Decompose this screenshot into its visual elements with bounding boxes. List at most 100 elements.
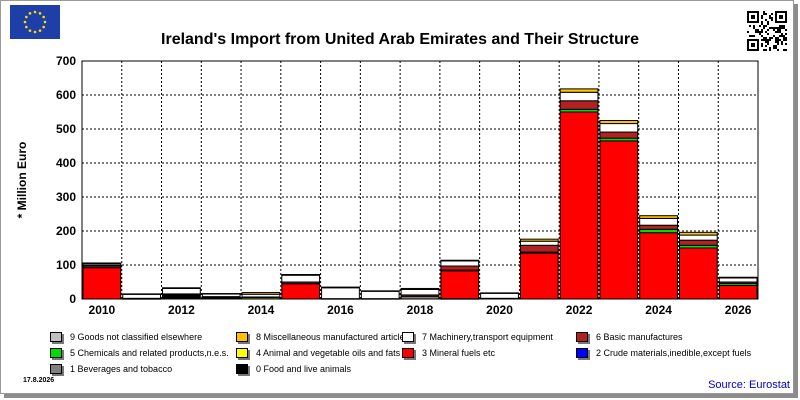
bar-segment bbox=[360, 290, 400, 292]
bar-segment bbox=[599, 140, 639, 300]
legend-label: 8 Miscellaneous manufactured articles bbox=[256, 332, 410, 342]
bar-segment bbox=[718, 284, 758, 300]
legend-item: 1 Beverages and tobacco bbox=[50, 362, 172, 376]
x-tick-label: 2018 bbox=[407, 303, 434, 317]
y-tick-label: 100 bbox=[56, 258, 76, 272]
legend-item: 2 Crude materials,inedible,except fuels bbox=[576, 346, 751, 360]
legend-item: 4 Animal and vegetable oils and fats bbox=[236, 346, 400, 360]
bar-segment bbox=[519, 244, 559, 253]
bar-segment bbox=[559, 91, 599, 102]
bar-segment bbox=[162, 287, 201, 295]
legend-label: 1 Beverages and tobacco bbox=[70, 364, 173, 374]
bar-segment bbox=[678, 239, 718, 246]
x-tick-label: 2010 bbox=[89, 303, 116, 317]
chart-plot: 0 100 200 300 400 500 600 700 2010 2012 2014 2016 20… bbox=[56, 54, 759, 317]
bar-segment bbox=[321, 287, 360, 300]
bar-segment bbox=[519, 252, 559, 300]
legend-swatch bbox=[50, 364, 62, 374]
bar-segment bbox=[201, 293, 241, 295]
legend-item: 5 Chemicals and related products,n.e.s. bbox=[50, 346, 229, 360]
x-tick-label: 2014 bbox=[248, 303, 275, 317]
bar-segment bbox=[639, 232, 678, 300]
legend-label: 9 Goods not classified elsewhere bbox=[70, 332, 203, 342]
y-tick-label: 300 bbox=[56, 190, 76, 204]
x-tick-label: 2024 bbox=[645, 303, 672, 317]
bar-segment bbox=[718, 276, 758, 279]
bar-segment bbox=[440, 270, 480, 300]
bar-segment bbox=[162, 287, 201, 289]
legend-label: 7 Machinery,transport equipment bbox=[422, 332, 553, 342]
legend-item: 0 Food and live animals bbox=[236, 362, 351, 376]
bar-segment bbox=[599, 131, 639, 139]
chart-title: Ireland's Import from United Arab Emirat… bbox=[161, 31, 639, 48]
eu-flag-icon bbox=[10, 5, 60, 39]
bar-segment bbox=[400, 288, 440, 296]
x-tick-label: 2016 bbox=[327, 303, 354, 317]
bar-segment bbox=[559, 111, 599, 300]
legend-swatch bbox=[236, 348, 248, 358]
qr-code-icon bbox=[747, 11, 787, 51]
legend-item: 6 Basic manufactures bbox=[576, 330, 683, 344]
bar-segment bbox=[639, 215, 678, 219]
bar-segment bbox=[440, 260, 480, 267]
x-tick-label: 2012 bbox=[168, 303, 195, 317]
bar-segment bbox=[639, 224, 678, 230]
y-tick-label: 700 bbox=[56, 54, 76, 68]
legend-swatch bbox=[576, 348, 588, 358]
bar-segment bbox=[321, 286, 360, 289]
legend-item: 8 Miscellaneous manufactured articles bbox=[236, 330, 409, 344]
bar-segment bbox=[718, 277, 758, 283]
bar-segment bbox=[360, 290, 400, 300]
plot-border bbox=[81, 60, 759, 300]
legend-swatch bbox=[402, 348, 414, 358]
legend-label: 3 Mineral fuels etc bbox=[422, 348, 496, 358]
legend-label: 0 Food and live animals bbox=[256, 364, 352, 374]
bar-segment bbox=[440, 265, 480, 271]
bar-segment bbox=[678, 231, 718, 236]
legend-swatch bbox=[236, 364, 248, 374]
bar-segment bbox=[599, 120, 639, 125]
legend-swatch bbox=[50, 332, 62, 342]
legend-swatch bbox=[236, 332, 248, 342]
legend-swatch bbox=[402, 332, 414, 342]
bar-segment bbox=[519, 240, 559, 246]
bar-segment bbox=[678, 247, 718, 300]
x-tick-label: 2020 bbox=[486, 303, 513, 317]
y-tick-label: 400 bbox=[56, 156, 76, 170]
bar-segment bbox=[639, 217, 678, 226]
bar-segment bbox=[82, 267, 122, 300]
bar-segment bbox=[122, 293, 162, 295]
bar-segment bbox=[400, 287, 440, 290]
legend-label: 5 Chemicals and related products,n.e.s. bbox=[70, 348, 229, 358]
bar-segment bbox=[519, 238, 559, 242]
bar-segment bbox=[281, 274, 321, 283]
legend-item: 3 Mineral fuels etc bbox=[402, 346, 495, 360]
y-tick-label: 0 bbox=[69, 292, 76, 306]
y-tick-label: 200 bbox=[56, 224, 76, 238]
bar-segment bbox=[480, 292, 519, 299]
bar-segment bbox=[559, 88, 599, 93]
bar-segment bbox=[281, 283, 321, 300]
legend-item: 7 Machinery,transport equipment bbox=[402, 330, 553, 344]
legend-swatch bbox=[576, 332, 588, 342]
bar-segment bbox=[599, 123, 639, 133]
date-stamp: 17.8.2026 bbox=[23, 377, 55, 384]
bar-segment bbox=[678, 234, 718, 241]
legend-label: 2 Crude materials,inedible,except fuels bbox=[596, 348, 752, 358]
y-tick-label: 500 bbox=[56, 122, 76, 136]
legend-label: 6 Basic manufactures bbox=[596, 332, 683, 342]
x-tick-label: 2022 bbox=[566, 303, 593, 317]
bar-segment bbox=[241, 292, 281, 295]
legend-item: 9 Goods not classified elsewhere bbox=[50, 330, 202, 344]
x-tick-label: 2026 bbox=[725, 303, 752, 317]
bar-segment bbox=[559, 100, 599, 110]
bar-segment bbox=[82, 262, 122, 265]
y-tick-label: 600 bbox=[56, 88, 76, 102]
legend-label: 4 Animal and vegetable oils and fats bbox=[256, 348, 401, 358]
legend-swatch bbox=[50, 348, 62, 358]
bar-segment bbox=[639, 228, 678, 234]
bar-segment bbox=[162, 294, 201, 300]
bar-segment bbox=[480, 292, 519, 294]
bar-segment bbox=[281, 274, 321, 276]
source-note: Source: Eurostat bbox=[708, 379, 790, 391]
